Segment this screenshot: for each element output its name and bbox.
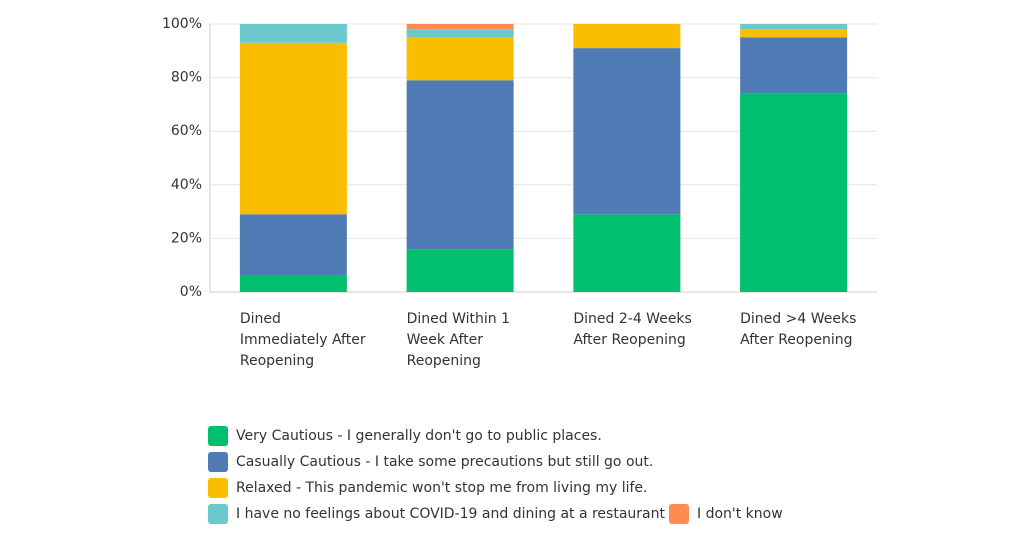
y-tick-label: 60% <box>171 123 202 139</box>
bar-segment <box>239 214 347 276</box>
legend-item: I don't know <box>668 501 783 527</box>
bar-segment <box>406 249 514 292</box>
bar-segment <box>239 42 347 215</box>
y-tick-label: 20% <box>171 230 202 246</box>
bar-segment <box>740 37 848 94</box>
legend-item: Relaxed - This pandemic won't stop me fr… <box>208 475 844 501</box>
x-tick-label: Dined 2-4 Weeks After Reopening <box>573 311 692 348</box>
legend-swatch <box>668 504 689 524</box>
x-tick-label: Dined Immediately After Reopening <box>239 311 366 369</box>
bar-segment <box>740 24 848 30</box>
legend-item: I have no feelings about COVID-19 and di… <box>208 501 665 527</box>
bar-segment <box>573 48 681 215</box>
y-tick-label: 80% <box>171 70 202 86</box>
legend-label: Very Cautious - I generally don't go to … <box>236 428 602 444</box>
bar-segment <box>406 80 514 250</box>
legend-label: I don't know <box>696 506 783 522</box>
y-tick-label: 40% <box>171 177 202 193</box>
bar-segment <box>406 37 514 81</box>
bar-segment <box>406 29 514 38</box>
bar-segment <box>740 93 848 293</box>
bar-segment <box>573 214 681 292</box>
legend-swatch <box>208 504 228 524</box>
legend-item: Casually Cautious - I take some precauti… <box>208 449 844 475</box>
y-tick-label: 100% <box>162 16 202 32</box>
x-tick-label: Dined Within 1 Week After Reopening <box>406 311 511 369</box>
bar-segment <box>239 275 347 292</box>
bar-segment <box>406 24 514 30</box>
bar-segment <box>573 24 681 49</box>
legend-swatch <box>208 478 228 498</box>
legend-label: I have no feelings about COVID-19 and di… <box>236 506 665 522</box>
legend-label: Casually Cautious - I take some precauti… <box>236 454 654 470</box>
legend-label: Relaxed - This pandemic won't stop me fr… <box>236 480 648 496</box>
legend-item: Very Cautious - I generally don't go to … <box>208 423 844 449</box>
legend-swatch <box>208 426 228 446</box>
legend-swatch <box>208 452 228 472</box>
x-tick-label: Dined >4 Weeks After Reopening <box>740 311 857 348</box>
legend: Very Cautious - I generally don't go to … <box>208 423 848 527</box>
bar-segment <box>239 24 347 43</box>
y-tick-label: 0% <box>180 284 202 300</box>
bar-segment <box>740 29 848 38</box>
